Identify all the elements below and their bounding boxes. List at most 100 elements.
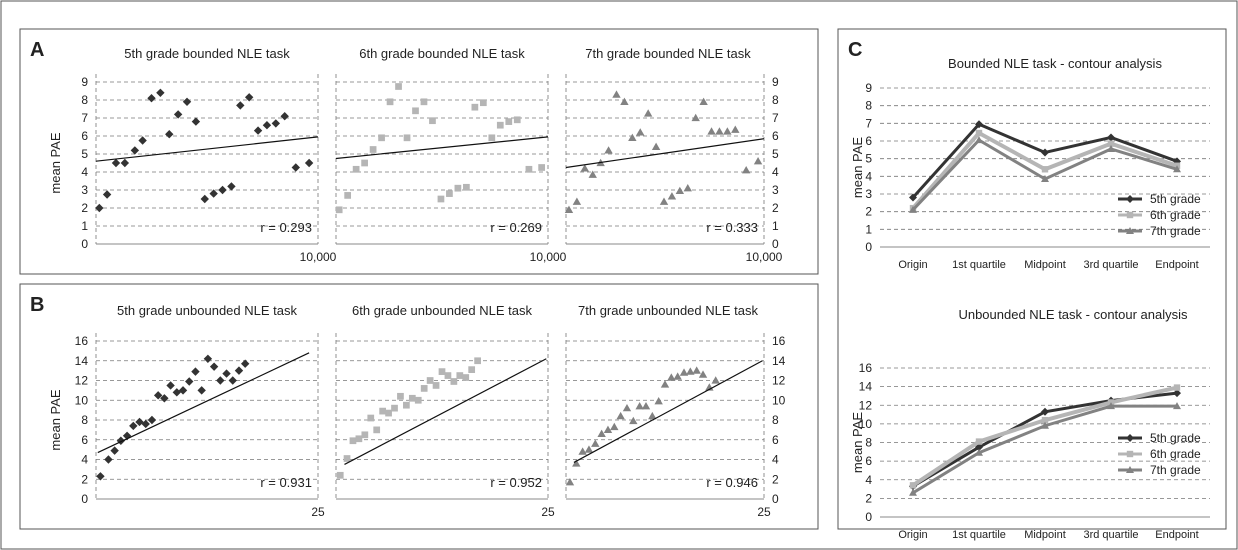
y-axis-label: mean PAE xyxy=(850,412,865,474)
chart-a6: 6th grade bounded NLE task 10,000 r = 0.26… xyxy=(335,46,567,264)
data-point xyxy=(403,134,411,142)
data-point xyxy=(463,183,470,191)
y-tick-label: 1 xyxy=(772,219,779,233)
data-point xyxy=(667,373,676,381)
data-point xyxy=(707,127,716,135)
x-category-label: Origin xyxy=(898,259,927,271)
y-tick-label: 8 xyxy=(772,413,779,427)
data-point xyxy=(172,388,182,397)
data-point xyxy=(525,165,533,173)
y-tick-label: 14 xyxy=(859,380,873,394)
data-point xyxy=(723,127,732,135)
data-point xyxy=(227,182,236,191)
y-tick-label: 0 xyxy=(81,237,88,251)
legend-marker xyxy=(1126,434,1134,442)
y-tick-label: 9 xyxy=(865,81,872,95)
data-point xyxy=(432,382,440,389)
data-point xyxy=(379,407,386,415)
series-marker xyxy=(1041,166,1049,173)
y-tick-label: 5 xyxy=(865,152,872,166)
data-point xyxy=(667,192,677,200)
x-category-label: 1st quartile xyxy=(952,259,1006,271)
data-point xyxy=(166,381,175,390)
y-tick-label: 7 xyxy=(865,116,872,130)
chart-title: 5th grade bounded NLE task xyxy=(124,46,290,61)
data-point xyxy=(651,142,661,150)
y-axis-label: mean PAE xyxy=(48,389,63,451)
y-tick-label: 2 xyxy=(865,205,872,219)
y-tick-label: 5 xyxy=(81,147,88,161)
data-point xyxy=(222,369,231,378)
data-point xyxy=(385,409,392,417)
legend-label: 6th grade xyxy=(1150,447,1201,461)
y-tick-label: 4 xyxy=(772,165,779,179)
legend-label: 7th grade xyxy=(1150,463,1201,477)
data-point xyxy=(200,194,209,204)
series-marker xyxy=(975,129,983,137)
y-tick-label: 4 xyxy=(865,169,872,183)
data-point xyxy=(336,471,344,479)
y-tick-label: 6 xyxy=(772,129,779,143)
data-point xyxy=(660,380,670,388)
data-point xyxy=(209,189,218,198)
chart-b7: 7th grade unbounded NLE task 0 2 4 6 8 10 12 14 1… xyxy=(565,303,786,519)
data-point xyxy=(636,128,645,136)
data-point xyxy=(138,136,147,145)
y-tick-label: 10 xyxy=(859,417,873,431)
data-point xyxy=(397,392,404,400)
data-point xyxy=(414,396,422,404)
panel-a-border xyxy=(19,28,819,275)
data-point xyxy=(454,184,462,192)
chart-title: 6th grade unbounded NLE task xyxy=(352,303,532,318)
data-point xyxy=(178,386,188,395)
data-point xyxy=(564,205,574,213)
data-point xyxy=(429,117,436,125)
trend-line xyxy=(565,138,765,169)
series-marker xyxy=(1173,402,1181,410)
y-tick-label: 7 xyxy=(772,111,779,125)
y-tick-label: 4 xyxy=(772,453,779,467)
y-tick-label: 3 xyxy=(865,187,872,201)
data-point xyxy=(369,146,377,153)
data-point xyxy=(456,372,464,379)
data-point xyxy=(228,376,237,385)
y-axis-label: mean PAE xyxy=(48,132,63,194)
x-category-label: 1st quartile xyxy=(952,529,1006,541)
data-point xyxy=(610,422,619,431)
data-point xyxy=(471,103,479,111)
y-tick-label: 0 xyxy=(865,240,872,254)
chart-title: 7th grade bounded NLE task xyxy=(585,46,751,61)
data-point xyxy=(386,98,394,106)
data-point xyxy=(488,134,496,142)
data-point xyxy=(698,370,708,378)
chart-title: Unbounded NLE task - contour analysis xyxy=(958,307,1188,322)
data-point xyxy=(349,437,357,445)
data-point xyxy=(572,459,581,467)
series-marker xyxy=(975,120,983,129)
data-point xyxy=(355,435,363,443)
legend-marker xyxy=(1126,195,1134,203)
series-marker xyxy=(1041,416,1049,424)
y-tick-label: 2 xyxy=(81,472,88,486)
y-axis-label: mean PAE xyxy=(850,137,865,199)
x-tick-label: 25 xyxy=(541,505,555,519)
data-point xyxy=(628,133,637,141)
series-marker xyxy=(1173,389,1181,398)
data-point xyxy=(699,97,708,105)
data-point xyxy=(236,101,245,110)
y-tick-label: 7 xyxy=(81,111,88,125)
data-point xyxy=(565,478,575,486)
y-tick-label: 6 xyxy=(772,433,779,447)
y-tick-label: 8 xyxy=(865,436,872,450)
y-tick-label: 6 xyxy=(81,433,88,447)
y-tick-label: 2 xyxy=(772,201,779,215)
data-point xyxy=(591,439,600,447)
data-point xyxy=(612,90,621,98)
y-tick-label: 12 xyxy=(772,374,786,388)
series-marker xyxy=(909,193,917,202)
y-tick-label: 3 xyxy=(81,183,88,197)
data-point xyxy=(691,113,700,122)
series-marker xyxy=(909,488,917,496)
data-point xyxy=(444,372,452,379)
data-point xyxy=(412,107,419,115)
